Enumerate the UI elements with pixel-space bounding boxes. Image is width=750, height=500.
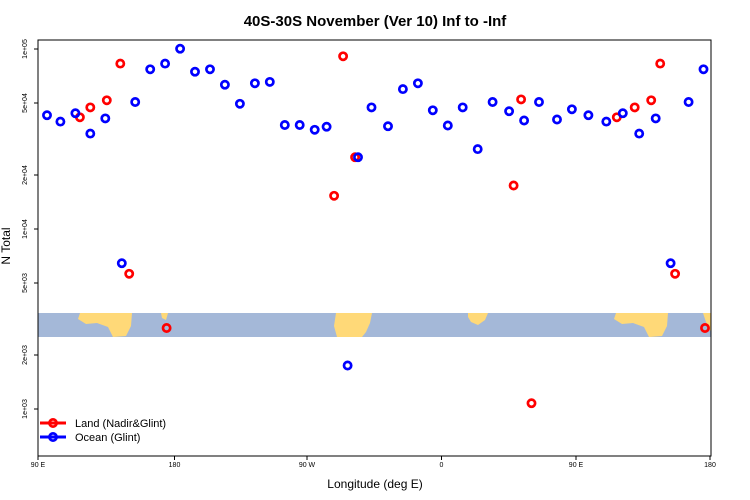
data-point-land xyxy=(508,180,519,191)
x-tick-label: 0 xyxy=(440,462,444,469)
data-point-ocean xyxy=(321,121,332,132)
data-point-ocean xyxy=(566,104,577,115)
data-point-ocean xyxy=(55,116,66,127)
x-tick-label: 90 E xyxy=(569,462,584,469)
x-axis-label: Longitude (deg E) xyxy=(327,477,422,491)
data-point-ocean xyxy=(70,108,81,119)
legend-marker-land xyxy=(48,418,58,428)
y-tick-label: 1e+04 xyxy=(22,219,29,239)
data-point-land xyxy=(655,58,666,69)
data-point-ocean xyxy=(472,144,483,155)
data-point-ocean xyxy=(100,113,111,124)
data-point-land xyxy=(700,323,710,333)
data-point-ocean xyxy=(397,84,408,95)
data-point-land xyxy=(124,268,135,279)
ocean-band xyxy=(38,313,711,337)
data-point-ocean xyxy=(160,58,171,69)
data-point-land xyxy=(526,398,537,409)
data-point-ocean xyxy=(219,79,230,90)
data-point-ocean xyxy=(353,152,363,163)
y-tick-label: 2e+03 xyxy=(22,345,29,365)
data-point-ocean xyxy=(205,64,215,75)
data-point-ocean xyxy=(342,360,353,371)
data-point-ocean xyxy=(366,102,377,113)
legend-marker-ocean xyxy=(48,432,58,442)
data-point-ocean xyxy=(504,106,515,117)
data-point-land xyxy=(516,94,527,105)
data-point-ocean xyxy=(249,78,260,89)
data-point-ocean xyxy=(42,110,52,121)
x-tick-label: 90 W xyxy=(299,462,316,469)
data-point-ocean xyxy=(234,98,245,109)
data-point-ocean xyxy=(650,113,661,124)
map-inset xyxy=(38,313,711,337)
data-point-land xyxy=(629,102,640,113)
data-point-ocean xyxy=(534,97,544,107)
data-point-ocean xyxy=(309,124,320,135)
africa-landmass xyxy=(468,313,488,325)
data-point-ocean xyxy=(175,43,186,54)
x-tick-label: 180 xyxy=(704,462,716,469)
legend-label-land: Land (Nadir&Glint) xyxy=(75,418,166,430)
data-point-ocean xyxy=(116,258,127,269)
data-point-ocean xyxy=(145,64,156,75)
data-point-ocean xyxy=(427,105,438,116)
data-point-ocean xyxy=(457,102,468,113)
south-america-landmass xyxy=(334,313,372,337)
y-tick-label: 5e+04 xyxy=(22,93,29,113)
y-tick-label: 1e+03 xyxy=(22,399,29,419)
x-tick-label: 90 E xyxy=(31,462,46,469)
data-point-land xyxy=(115,58,126,69)
data-points xyxy=(42,43,710,409)
chart-title: 40S-30S November (Ver 10) Inf to -Inf xyxy=(244,13,508,30)
data-point-ocean xyxy=(583,110,594,121)
data-point-ocean xyxy=(190,66,200,77)
data-point-ocean xyxy=(617,108,628,119)
data-point-ocean xyxy=(383,121,393,132)
data-point-ocean xyxy=(279,120,290,130)
data-point-ocean xyxy=(264,76,275,87)
plot-frame xyxy=(37,39,712,457)
data-point-land xyxy=(329,190,340,201)
legend: Land (Nadir&Glint) Ocean (Glint) xyxy=(40,418,166,444)
data-point-land xyxy=(338,51,349,62)
y-axis: 1e+03 2e+03 5e+03 1e+04 2e+04 5e+04 1e+0… xyxy=(22,39,38,419)
x-tick-label: 180 xyxy=(169,462,181,469)
nz-landmass xyxy=(161,313,168,320)
data-point-ocean xyxy=(442,120,453,131)
data-point-land xyxy=(101,95,112,106)
data-point-ocean xyxy=(487,97,498,107)
data-point-ocean xyxy=(294,120,305,130)
data-point-ocean xyxy=(412,78,423,89)
data-point-land xyxy=(85,102,96,113)
australia-landmass xyxy=(78,313,132,337)
data-point-land xyxy=(670,268,681,279)
data-point-land xyxy=(646,95,657,106)
y-axis-label: N Total xyxy=(0,227,13,264)
australia-landmass-repeat xyxy=(614,313,668,337)
data-point-ocean xyxy=(683,97,694,107)
y-tick-label: 1e+05 xyxy=(22,39,29,59)
y-tick-label: 2e+04 xyxy=(22,165,29,185)
x-axis: 90 E 180 90 W 0 90 E 180 xyxy=(31,456,716,469)
data-point-ocean xyxy=(130,97,141,107)
data-point-land xyxy=(161,323,172,333)
data-point-ocean xyxy=(519,115,530,126)
data-point-ocean xyxy=(698,64,709,75)
data-point-ocean xyxy=(601,116,612,127)
data-point-ocean xyxy=(552,114,562,125)
data-point-ocean xyxy=(634,128,645,139)
y-tick-label: 5e+03 xyxy=(22,273,29,293)
legend-label-ocean: Ocean (Glint) xyxy=(75,432,140,444)
data-point-ocean xyxy=(665,258,676,269)
data-point-ocean xyxy=(85,128,96,139)
